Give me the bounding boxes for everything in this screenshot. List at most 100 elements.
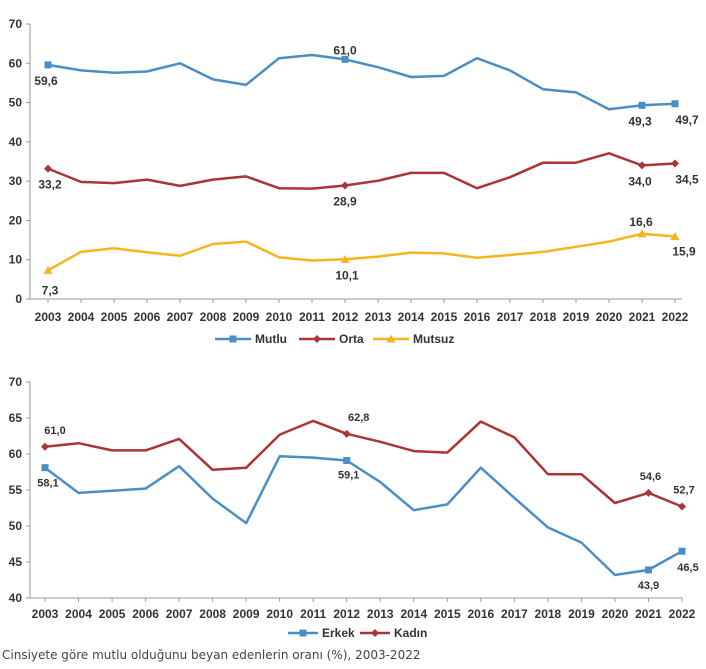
data-point-marker xyxy=(671,159,679,168)
data-point-marker xyxy=(678,502,686,511)
data-point-marker xyxy=(341,55,349,63)
y-tick-label: 50 xyxy=(9,96,23,110)
x-tick-label: 2011 xyxy=(299,310,325,324)
series-line xyxy=(44,419,683,508)
x-tick-label: 2011 xyxy=(300,607,326,621)
legend-marker xyxy=(229,335,237,343)
x-tick-label: 2010 xyxy=(266,607,293,621)
x-tick-label: 2020 xyxy=(596,310,623,324)
data-label: 49,3 xyxy=(628,114,652,128)
data-point-marker xyxy=(340,254,350,263)
x-tick-label: 2004 xyxy=(68,310,95,324)
data-label: 54,6 xyxy=(640,471,661,483)
data-label: 61,0 xyxy=(333,43,357,57)
series-mutlu: 59,6 61,0 49,3 49,7 xyxy=(34,43,699,128)
x-tick-label: 2016 xyxy=(464,310,491,324)
x-tick-label: 2009 xyxy=(233,310,260,324)
x-tick-label: 2021 xyxy=(635,607,662,621)
x-tick-label: 2003 xyxy=(32,607,59,621)
x-tick-label: 2010 xyxy=(266,310,293,324)
x-tick-label: 2021 xyxy=(629,310,656,324)
y-tick-label: 60 xyxy=(9,447,23,461)
data-label: 34,0 xyxy=(628,174,652,188)
data-label: 16,6 xyxy=(629,215,653,229)
x-tick-label: 2013 xyxy=(367,607,394,621)
x-tick-label: 2004 xyxy=(65,607,92,621)
x-tick-label: 2022 xyxy=(669,607,696,621)
x-tick-label: 2018 xyxy=(535,607,562,621)
series-line xyxy=(47,232,676,272)
legend-entry-orta: Orta xyxy=(299,332,364,346)
x-tick-label: 2019 xyxy=(568,607,595,621)
data-point-marker xyxy=(678,547,686,555)
y-tick-label: 40 xyxy=(9,591,23,605)
y-tick-label: 60 xyxy=(9,56,23,70)
data-label: 15,9 xyxy=(672,245,696,259)
x-tick-label: 2014 xyxy=(400,607,427,621)
legend-label: Mutlu xyxy=(255,332,287,346)
data-label: 52,7 xyxy=(673,485,694,497)
x-tick-label: 2005 xyxy=(99,607,126,621)
x-tick-label: 2012 xyxy=(333,607,360,621)
legend-label: Kadın xyxy=(394,626,427,640)
data-point-marker xyxy=(343,456,351,464)
x-tick-label: 2012 xyxy=(332,310,359,324)
y-tick-label: 30 xyxy=(9,174,23,188)
y-tick-label: 50 xyxy=(9,519,23,533)
series-mutsuz: 7,3 10,1 16,6 15,9 xyxy=(42,215,696,298)
y-tick-label: 70 xyxy=(9,375,23,389)
data-point-marker xyxy=(41,442,49,451)
data-label: 62,8 xyxy=(348,412,369,424)
legend-entry-erkek: Erkek xyxy=(288,626,355,640)
data-point-marker xyxy=(41,464,49,472)
data-label: 28,9 xyxy=(333,194,357,208)
data-point-marker xyxy=(43,265,53,274)
figure-caption: Cinsiyete göre mutlu olduğunu beyan eden… xyxy=(2,648,421,662)
x-tick-label: 2013 xyxy=(365,310,392,324)
x-tick-label: 2022 xyxy=(662,310,689,324)
legend-marker xyxy=(371,629,379,637)
y-tick-label: 65 xyxy=(9,411,23,425)
data-point-marker xyxy=(44,164,52,173)
x-tick-label: 2015 xyxy=(434,607,461,621)
x-tick-label: 2008 xyxy=(199,607,226,621)
x-tick-label: 2007 xyxy=(166,607,193,621)
data-point-marker xyxy=(637,229,647,238)
data-point-marker xyxy=(342,429,351,438)
x-tick-label: 2014 xyxy=(398,310,425,324)
y-tick-label: 10 xyxy=(9,253,23,267)
data-label: 58,1 xyxy=(37,478,58,490)
y-tick-label: 55 xyxy=(9,483,23,497)
series-line xyxy=(47,53,676,111)
data-label: 49,7 xyxy=(675,113,699,127)
x-tick-label: 2005 xyxy=(101,310,128,324)
data-label: 34,5 xyxy=(675,172,699,186)
x-tick-label: 2015 xyxy=(431,310,458,324)
data-point-marker xyxy=(644,566,652,574)
x-tick-label: 2017 xyxy=(497,310,524,324)
legend-label: Mutsuz xyxy=(413,332,454,346)
legend-entry-mutlu: Mutlu xyxy=(215,332,287,346)
data-point-marker xyxy=(341,181,349,190)
legend-marker xyxy=(386,334,396,343)
x-tick-label: 2006 xyxy=(134,310,161,324)
data-point-marker xyxy=(44,61,52,69)
x-tick-label: 2008 xyxy=(200,310,227,324)
data-label: 43,9 xyxy=(638,580,659,592)
data-label: 7,3 xyxy=(42,283,59,297)
y-tick-label: 20 xyxy=(9,213,23,227)
x-tick-label: 2007 xyxy=(167,310,194,324)
legend-marker xyxy=(313,335,321,343)
legend-label: Erkek xyxy=(322,626,355,640)
chart-2: 40 45 50 55 60 65 70 2003 2004 2005 2006 2007 2008 20… xyxy=(9,375,699,640)
series-line xyxy=(44,454,683,577)
legend-label: Orta xyxy=(339,332,364,346)
x-tick-label: 2016 xyxy=(467,607,494,621)
data-point-marker xyxy=(638,101,646,109)
legend-entry-mutsuz: Mutsuz xyxy=(373,332,454,346)
data-point-marker xyxy=(670,232,680,241)
x-tick-label: 2020 xyxy=(602,607,629,621)
data-point-marker xyxy=(638,161,646,170)
x-tick-label: 2006 xyxy=(132,607,159,621)
y-tick-label: 40 xyxy=(9,135,23,149)
